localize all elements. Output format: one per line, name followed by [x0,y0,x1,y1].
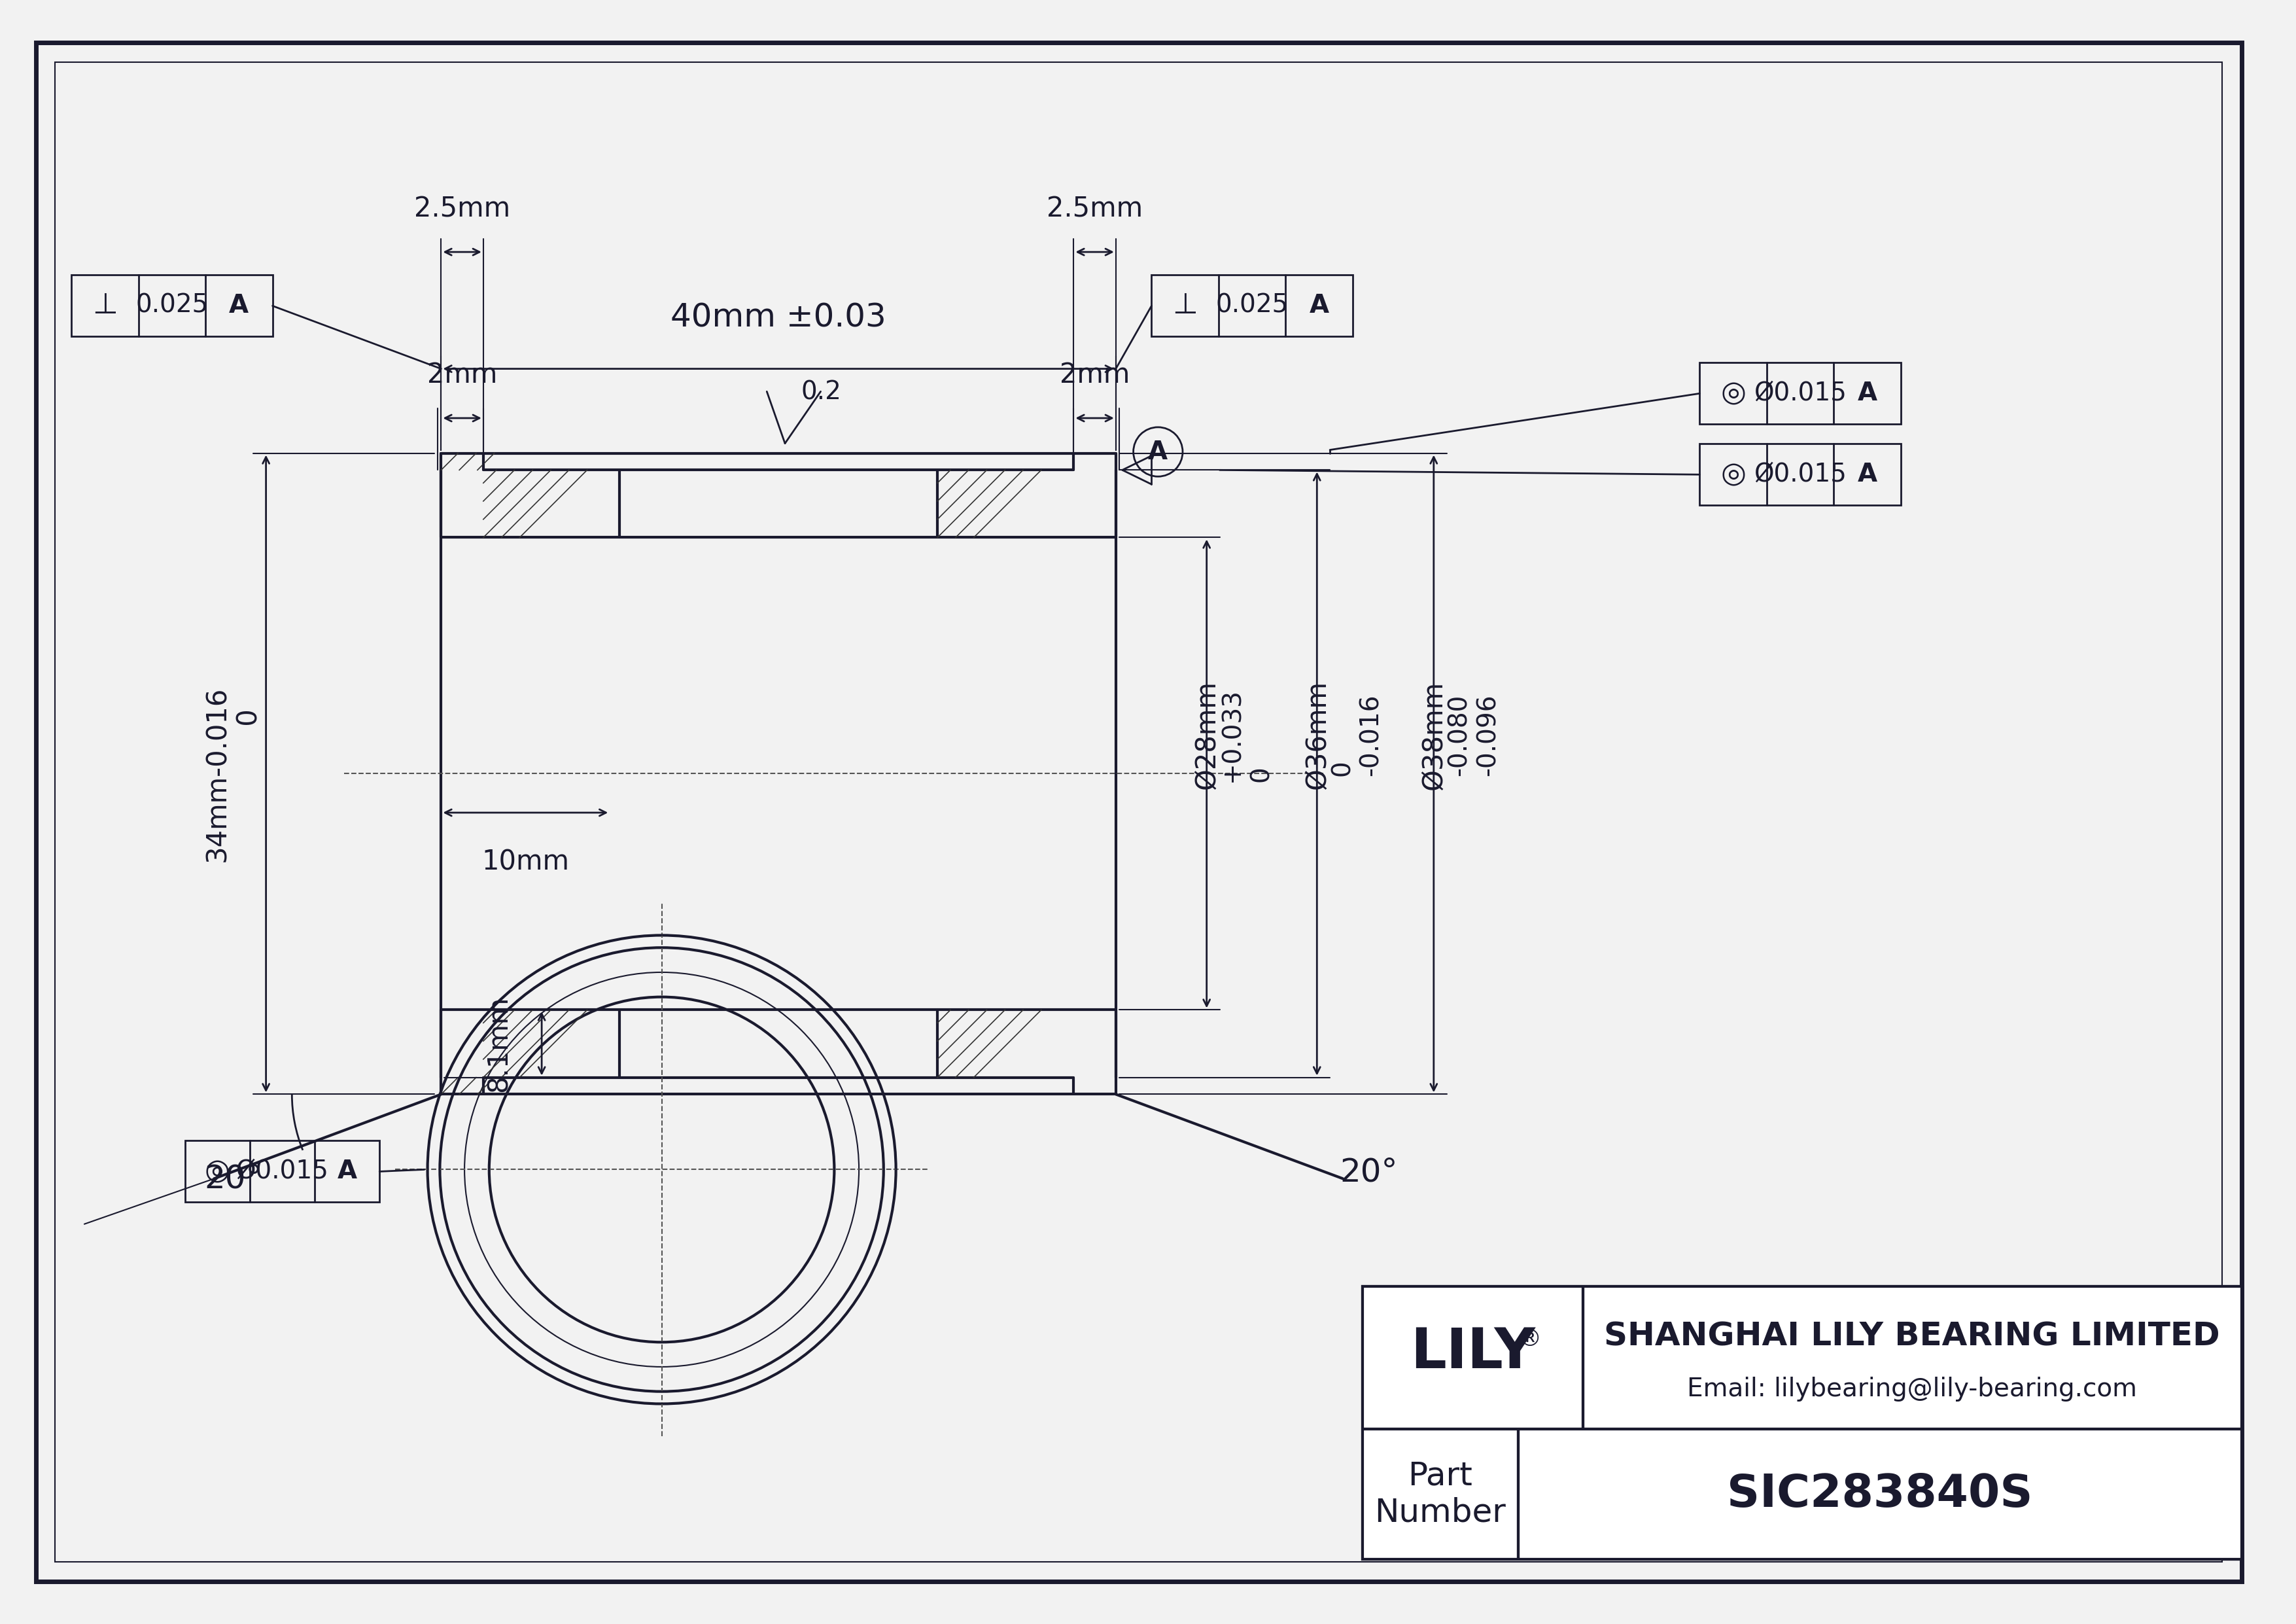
Text: SIC283840S: SIC283840S [1727,1471,2032,1515]
Text: SHANGHAI LILY BEARING LIMITED: SHANGHAI LILY BEARING LIMITED [1605,1320,2220,1353]
Text: ⊥: ⊥ [92,291,117,320]
Text: Part
Number: Part Number [1375,1460,1506,1528]
Text: 0
-0.016: 0 -0.016 [1329,693,1384,776]
Text: 2.5mm: 2.5mm [1047,195,1143,222]
Text: 0.025: 0.025 [135,292,209,318]
Text: 0.2: 0.2 [801,380,843,404]
Bar [1699,362,1901,424]
Text: Ø0.015: Ø0.015 [236,1160,328,1184]
Text: ◎: ◎ [1720,378,1745,408]
Bar [1699,443,1901,505]
Text: Ø36mm: Ø36mm [1304,680,1332,789]
Text: 20°: 20° [1341,1156,1398,1187]
Text: 10mm: 10mm [482,848,569,875]
Text: ®: ® [1518,1328,1541,1351]
Text: 2.5mm: 2.5mm [413,195,510,222]
Text: A: A [1148,440,1169,464]
Bar [1153,274,1352,336]
Text: ◎: ◎ [1720,460,1745,489]
Text: ◎: ◎ [204,1158,230,1186]
Text: 0.025: 0.025 [1215,292,1288,318]
Text: A: A [230,292,248,318]
Bar [71,274,273,336]
Text: ⊥: ⊥ [1173,291,1199,320]
Text: -0.080
-0.096: -0.080 -0.096 [1446,693,1499,776]
Text: Email: lilybearing@lily-bearing.com: Email: lilybearing@lily-bearing.com [1688,1377,2138,1402]
Text: 2mm: 2mm [427,362,498,388]
Text: +0.033
0: +0.033 0 [1219,687,1274,781]
Text: Ø38mm: Ø38mm [1419,680,1446,789]
Bar [186,1140,379,1202]
Text: 40mm ±0.03: 40mm ±0.03 [670,302,886,333]
Text: LILY: LILY [1410,1325,1536,1380]
Text: Ø28mm: Ø28mm [1194,680,1221,789]
Text: Ø0.015: Ø0.015 [1754,380,1846,406]
Bar [1362,1286,2241,1559]
Bar [1362,1286,2241,1559]
Text: 2mm: 2mm [1061,362,1130,388]
Text: 34mm-0.016
             0: 34mm-0.016 0 [204,685,264,861]
Text: 20°: 20° [204,1163,262,1194]
Text: A: A [1309,292,1329,318]
Text: A: A [1857,461,1878,487]
Text: A: A [1857,380,1878,406]
Bar [1362,1286,2241,1559]
Text: 8.1mm: 8.1mm [484,996,512,1091]
Text: Ø0.015: Ø0.015 [1754,461,1846,487]
Text: A: A [338,1160,356,1184]
